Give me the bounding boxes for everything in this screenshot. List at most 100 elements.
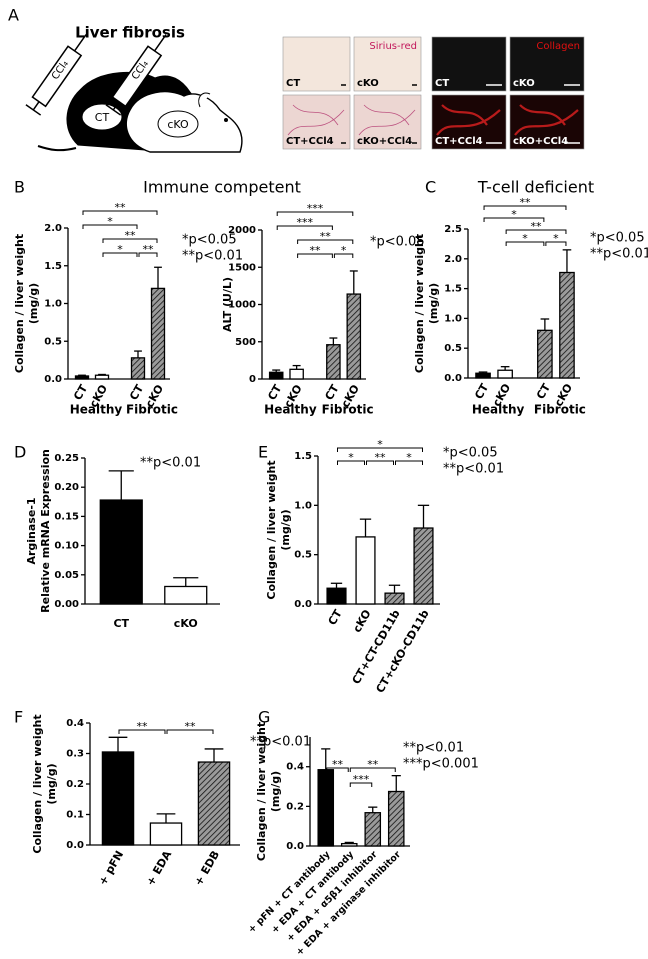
y-tick-label: 1.5 [44,261,62,272]
y-tick-label: 500 [235,337,256,348]
significance-label: * [117,243,123,256]
bar [150,287,166,380]
p-value-note: **p<0.01 [590,247,648,262]
p-value-note: *p<0.05 [370,235,425,250]
y-tick-label: 0.0 [66,840,84,851]
bar [364,812,382,847]
stain-label: Collagen [536,41,580,52]
bar [537,329,553,379]
micrograph [282,36,351,92]
x-tick-label: CT [71,382,90,402]
group-label: Fibrotic [126,403,178,417]
y-axis-label: Collagen / liver weight [13,234,26,373]
y-axis-label: Collagen / liver weight [31,714,44,853]
micrograph [282,94,351,150]
micrograph [353,36,422,92]
y-tick-label: 2.0 [444,254,462,265]
x-tick-label: CT [323,382,342,402]
y-axis-label: (mg/g) [45,763,58,804]
micrograph [353,94,422,150]
group-label: Healthy [264,403,317,417]
y-axis-label: Collagen / liver weight [413,234,426,373]
x-tick-label: CT [326,607,345,627]
p-value-note: ***p<0.001 [403,757,479,772]
micrograph [431,36,507,92]
x-tick-label: CT [534,381,553,401]
bar [326,587,347,605]
significance-bracket [483,217,545,222]
chart-title: Immune competent [143,178,301,197]
bar [268,371,284,380]
x-tick-label: CT [265,382,284,402]
y-tick-label: 0.05 [54,570,79,581]
y-axis-label: Arginase-1 [25,497,38,564]
significance-bracket [395,460,423,465]
y-tick-label: 0.4 [66,718,84,729]
significance-bracket [337,447,423,452]
bar [355,536,376,605]
bar [149,822,183,846]
panel-label: D [14,443,26,462]
mouse-label: CT [95,111,110,124]
panel-title: Liver fibrosis [75,24,185,42]
y-tick-label: 0.5 [44,336,62,347]
micrograph [431,94,507,150]
bar [340,842,358,847]
significance-label: ** [137,720,149,733]
bar [384,592,405,605]
micrograph [509,36,585,92]
significance-bracket [276,211,354,216]
y-tick-label: 0.00 [54,599,79,610]
significance-label: ** [531,220,543,233]
micrograph-label: cKO+CCl4 [513,136,568,147]
x-tick-label: cKO [174,617,198,630]
bar [101,751,135,846]
y-axis-label: (mg/g) [427,283,440,324]
bar [387,790,405,847]
significance-label: * [522,232,528,245]
significance-label: * [406,451,412,464]
p-value-note: **p<0.01 [250,735,311,750]
y-tick-label: 1500 [228,262,256,273]
y-tick-label: 0.2 [66,779,84,790]
y-tick-label: 0 [249,374,256,385]
micrograph-label: CT+CCl4 [286,136,334,147]
y-tick-label: 1.0 [444,313,462,324]
x-tick-label: + EDA + α5β1 inhibitor [285,849,380,944]
significance-label: ** [367,758,379,771]
y-tick-label: 1000 [228,300,256,311]
bar [130,357,146,380]
group-label: Healthy [70,403,123,417]
x-tick-label: CT [127,382,146,402]
x-tick-label: + pFN [96,849,126,888]
y-tick-label: 0.2 [286,801,304,812]
significance-label: ** [332,758,344,771]
micrograph-stain [436,104,501,136]
bar [559,271,575,379]
micrograph-label: CT [286,78,300,89]
x-tick-label: CT [472,381,491,401]
significance-bracket [366,460,394,465]
significance-bracket [297,253,333,258]
y-tick-label: 0.15 [54,511,79,522]
bar [413,527,434,605]
y-tick-label: 2000 [228,225,256,236]
significance-bracket [118,729,166,734]
group-label: Healthy [472,403,525,417]
micrograph-label: cKO [513,78,535,89]
x-tick-label: CT [113,617,129,630]
panel-label: G [258,708,270,727]
bar [164,585,208,605]
significance-bracket [82,210,158,215]
significance-label: * [377,438,383,451]
micrograph-label: cKO+CCl4 [357,136,412,147]
p-value-note: *p<0.05 [590,231,645,246]
micrograph [509,94,585,150]
significance-label: ** [115,201,127,214]
p-value-note: **p<0.01 [443,462,504,477]
panel-label: C [425,178,436,197]
significance-bracket [483,205,567,210]
significance-bracket [297,239,354,244]
y-tick-label: 0.0 [444,373,462,384]
significance-label: * [348,451,354,464]
